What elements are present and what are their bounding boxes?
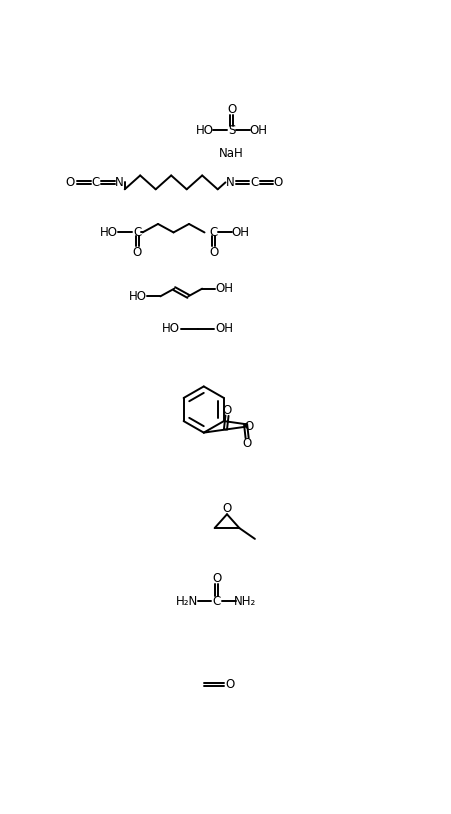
Text: O: O xyxy=(273,176,282,189)
Text: O: O xyxy=(212,572,221,585)
Text: HO: HO xyxy=(129,290,147,303)
Text: NaH: NaH xyxy=(219,147,244,160)
Text: NH₂: NH₂ xyxy=(233,595,255,608)
Text: C: C xyxy=(212,595,221,608)
Text: OH: OH xyxy=(230,226,249,239)
Text: O: O xyxy=(242,437,251,450)
Text: O: O xyxy=(225,678,234,691)
Text: C: C xyxy=(91,176,99,189)
Text: N: N xyxy=(115,176,124,189)
Text: O: O xyxy=(244,420,253,433)
Text: O: O xyxy=(209,246,218,259)
Text: S: S xyxy=(227,124,235,137)
Text: HO: HO xyxy=(100,226,118,239)
Text: C: C xyxy=(249,176,258,189)
Text: H₂N: H₂N xyxy=(175,595,198,608)
Text: HO: HO xyxy=(195,124,213,137)
Text: C: C xyxy=(133,226,141,239)
Text: N: N xyxy=(225,176,234,189)
Text: O: O xyxy=(222,501,231,514)
Text: O: O xyxy=(66,176,75,189)
Text: OH: OH xyxy=(215,322,233,335)
Text: C: C xyxy=(209,226,217,239)
Text: O: O xyxy=(226,103,236,116)
Text: HO: HO xyxy=(162,322,180,335)
Text: OH: OH xyxy=(215,282,233,295)
Text: O: O xyxy=(222,404,231,417)
Text: O: O xyxy=(132,246,142,259)
Text: OH: OH xyxy=(249,124,267,137)
